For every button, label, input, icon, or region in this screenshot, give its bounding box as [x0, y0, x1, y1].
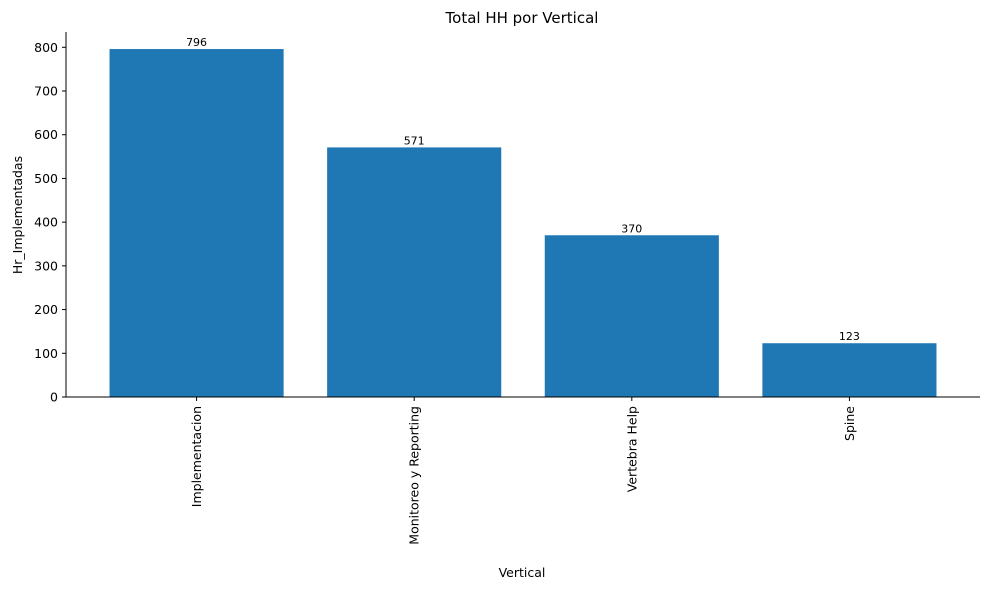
- y-axis-title: Hr_Implementadas: [10, 156, 25, 274]
- x-tick-label: Implementacion: [189, 406, 204, 507]
- x-tick-label: Vertebra Help: [624, 406, 639, 492]
- bar-value-label: 370: [621, 222, 642, 235]
- bar: [762, 343, 937, 397]
- x-tick-label: Monitoreo y Reporting: [407, 406, 422, 545]
- y-tick-label: 100: [34, 346, 58, 361]
- x-tick-label: Spine: [842, 406, 857, 441]
- x-axis-title: Vertical: [499, 565, 546, 580]
- y-tick-label: 700: [34, 84, 58, 99]
- y-tick-label: 800: [34, 40, 58, 55]
- y-tick-label: 300: [34, 258, 58, 273]
- bar: [327, 147, 502, 397]
- y-tick-label: 600: [34, 127, 58, 142]
- bar-value-label: 123: [839, 330, 860, 343]
- bar-value-label: 796: [186, 36, 207, 49]
- bar: [109, 49, 284, 397]
- y-tick-label: 500: [34, 171, 58, 186]
- y-tick-label: 400: [34, 215, 58, 230]
- y-tick-label: 200: [34, 302, 58, 317]
- chart-title: Total HH por Vertical: [445, 9, 599, 27]
- y-tick-label: 0: [50, 390, 58, 405]
- bar-value-label: 571: [404, 134, 425, 147]
- plot-area: 0 100 200 300 400 500 600 700 800 796 Implementaci…: [34, 36, 937, 545]
- bar: [544, 235, 719, 397]
